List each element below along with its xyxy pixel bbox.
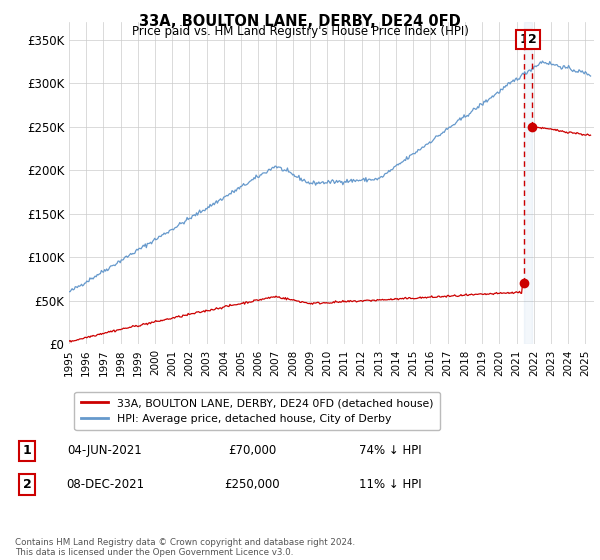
Text: Contains HM Land Registry data © Crown copyright and database right 2024.
This d: Contains HM Land Registry data © Crown c… [15,538,355,557]
Text: 1: 1 [520,33,528,46]
Text: 08-DEC-2021: 08-DEC-2021 [66,478,144,491]
Legend: 33A, BOULTON LANE, DERBY, DE24 0FD (detached house), HPI: Average price, detache: 33A, BOULTON LANE, DERBY, DE24 0FD (deta… [74,391,440,430]
Text: 04-JUN-2021: 04-JUN-2021 [68,444,142,458]
Text: 2: 2 [23,478,31,491]
Text: 74% ↓ HPI: 74% ↓ HPI [359,444,421,458]
Text: Price paid vs. HM Land Registry's House Price Index (HPI): Price paid vs. HM Land Registry's House … [131,25,469,38]
Text: 2: 2 [528,33,537,46]
Bar [524,22,532,344]
Text: £250,000: £250,000 [224,478,280,491]
Text: 33A, BOULTON LANE, DERBY, DE24 0FD: 33A, BOULTON LANE, DERBY, DE24 0FD [139,14,461,29]
Text: 11% ↓ HPI: 11% ↓ HPI [359,478,421,491]
Text: 1: 1 [23,444,31,458]
Text: £70,000: £70,000 [228,444,276,458]
